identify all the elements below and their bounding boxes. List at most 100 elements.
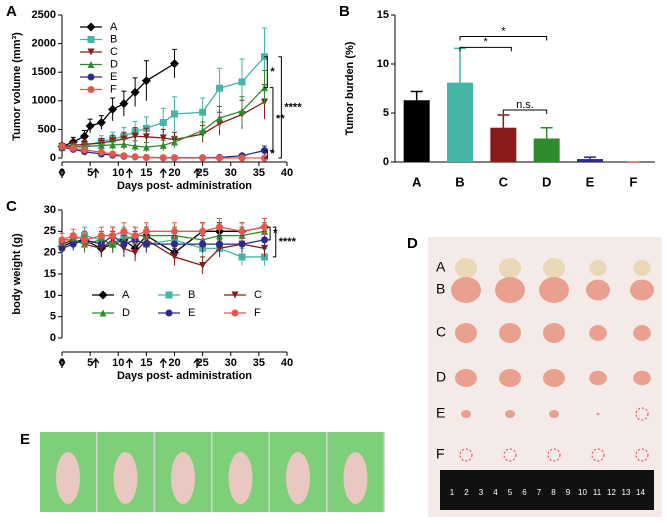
x-tick-label: 35 [253,357,265,369]
marker [238,107,246,115]
marker [142,143,150,151]
mouse [228,452,253,504]
y-tick-label: 0 [50,152,56,164]
marker [109,232,117,240]
row-label: C [436,324,446,340]
x-tick-label: 10 [112,357,124,369]
marker [120,140,128,148]
tumor [589,370,607,386]
marker [171,240,178,248]
marker [131,132,139,140]
legend-label: F [254,307,261,319]
error-bar [584,156,596,160]
marker [80,131,89,141]
ruler-number: 3 [479,488,484,497]
marker [216,223,223,231]
marker [131,142,139,150]
mouse [343,452,368,504]
sig-bracket [272,226,277,258]
x-tick-label: 20 [168,357,180,369]
tumor [589,325,607,341]
tumor [495,277,525,303]
marker [238,227,246,235]
y-tick-label: 1500 [32,66,56,78]
sig-bracket [502,109,548,115]
marker [99,309,107,317]
dose-arrow [125,167,134,178]
tumor [543,258,565,278]
marker [119,99,129,109]
marker [87,73,95,81]
legend-label: E [110,71,117,83]
x-axis-label: Days post- administration [117,370,252,382]
x-tick-label: 20 [168,167,180,179]
dose-arrow [193,167,201,178]
marker [261,236,268,244]
dose-arrow [193,357,201,368]
marker [159,119,167,127]
marker [109,150,117,158]
marker [130,87,140,97]
error-bar [497,114,510,128]
marker [131,153,139,161]
marker [85,121,95,131]
x-tick-label: 25 [197,167,209,179]
x-tick-label: 15 [140,167,152,179]
legend-label: C [110,46,118,58]
error-bar [540,126,553,139]
mouse [113,452,138,504]
y-tick-label: 2000 [32,38,56,50]
error-bar [454,47,466,83]
legend-label: B [110,33,117,45]
tumor [499,369,521,387]
legend-label: B [188,289,195,301]
x-tick-label: E [586,174,595,189]
tumor [549,410,559,418]
tumor [633,370,651,386]
x-tick-label: 5 [87,357,93,369]
tumor [633,260,651,276]
marker [58,236,66,244]
x-tick-label: D [542,174,551,189]
tumor [586,279,610,301]
marker [231,309,239,317]
marker [98,290,108,300]
marker [120,152,128,160]
marker [261,253,268,261]
y-tick-label: 0 [383,156,389,168]
sig-label: ** [276,113,285,125]
tumor [455,323,477,343]
marker [238,240,246,248]
marker [216,114,223,122]
marker [58,143,66,151]
legend-label: F [110,83,117,95]
x-tick-label: 30 [225,357,237,369]
marker [159,141,167,149]
marker [199,261,207,269]
ruler-number: 2 [464,488,469,497]
x-tick-label: 25 [197,357,209,369]
marker [58,244,66,252]
y-tick-label: 20 [44,247,56,259]
ruler-number: 14 [636,488,645,497]
ruler-number: 8 [551,488,556,497]
tumor [499,258,521,278]
row-label: D [436,369,446,385]
bar [403,100,430,162]
marker [199,240,207,248]
marker [171,154,178,162]
marker [142,240,150,248]
tumor [505,410,515,418]
tumor [589,260,607,276]
marker [171,138,178,146]
legend-label: A [110,21,118,33]
dose-arrow [58,167,66,178]
bar [447,82,473,162]
x-tick-label: B [455,174,464,189]
legend-label: A [122,289,130,301]
sig-bracket [267,226,271,241]
tumor [499,323,521,343]
marker [199,227,207,235]
series-line [61,63,175,148]
dose-arrow [58,357,66,368]
